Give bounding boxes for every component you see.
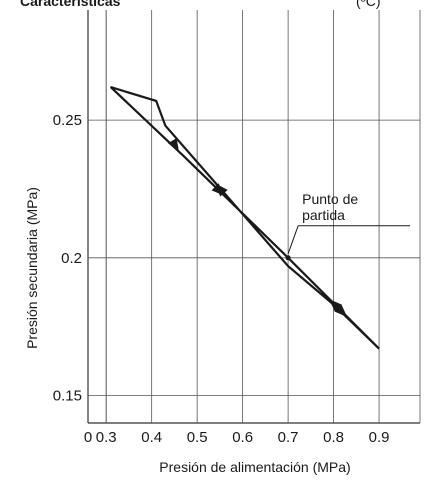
- tick-layer: 0.3 0.4 0.5 0.6 0.7 0.8 0.9 0 0.15 0.2 0.25: [53, 112, 390, 446]
- x-tick-label: 0.5: [187, 429, 208, 446]
- direction-arrow: [334, 304, 348, 317]
- y-axis-label: Presión secundaria (MPa): [24, 187, 40, 349]
- x-axis-label: Presión de alimentación (MPa): [159, 459, 350, 475]
- x-tick-label: 0.8: [323, 429, 344, 446]
- chart-unit-fragment: (ºC): [356, 0, 381, 9]
- direction-arrow: [329, 299, 342, 312]
- start-point-marker: [285, 255, 291, 261]
- annotation-label: Punto de: [302, 191, 358, 207]
- arrow-layer: [168, 138, 348, 317]
- chart-title-fragment: Características: [20, 0, 121, 9]
- direction-arrow: [211, 183, 225, 196]
- direction-arrow: [168, 138, 179, 152]
- y-tick-label: 0.15: [53, 387, 82, 404]
- annotation-label: partida: [302, 207, 345, 223]
- x-tick-label: 0.3: [96, 429, 117, 446]
- x-tick-label: 0.4: [141, 429, 162, 446]
- annotation-leader: [287, 225, 299, 254]
- x-tick-label: 0.9: [369, 429, 390, 446]
- x-origin-label: 0: [84, 429, 92, 446]
- grid: [87, 10, 421, 424]
- x-tick-label: 0.7: [278, 429, 299, 446]
- x-tick-label: 0.6: [232, 429, 253, 446]
- series-line: [109, 86, 380, 350]
- y-tick-label: 0.25: [53, 112, 82, 129]
- series-layer: [109, 86, 380, 350]
- y-tick-label: 0.2: [61, 250, 82, 267]
